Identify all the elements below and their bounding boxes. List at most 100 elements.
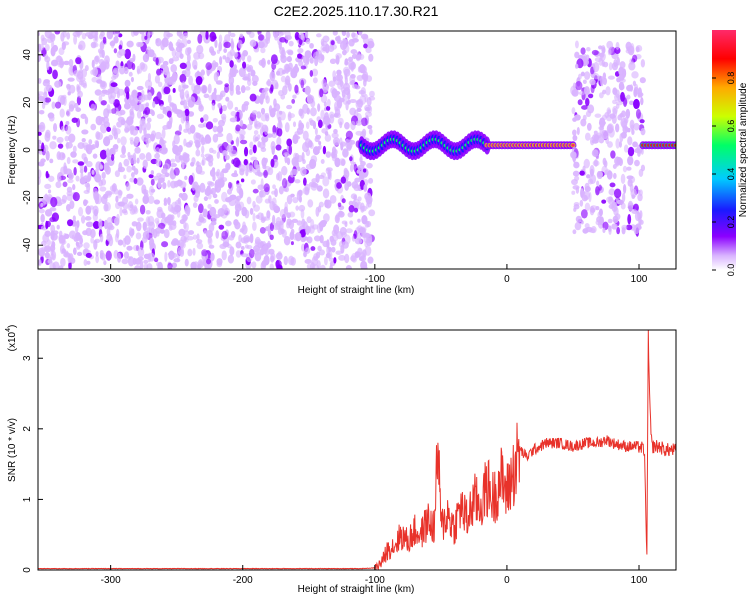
heatmap-cell [143, 253, 151, 260]
heatmap-cell [208, 181, 215, 187]
heatmap-cell [202, 208, 208, 218]
heatmap-cell [364, 245, 372, 256]
spectrogram-y-label: Frequency (Hz) [7, 116, 18, 185]
heatmap-cell [158, 222, 166, 230]
heatmap-cell [80, 215, 86, 224]
heatmap-cell [267, 167, 274, 176]
heatmap-cell [226, 132, 233, 143]
heatmap-cell [368, 177, 374, 184]
heatmap-cell [325, 151, 332, 158]
heatmap-cell [633, 122, 640, 131]
heatmap-cell [86, 206, 92, 215]
heatmap-cell [350, 120, 356, 131]
heatmap-cell [325, 105, 331, 111]
heatmap-cell [300, 209, 305, 219]
heatmap-cell [170, 162, 177, 168]
heatmap-cell [239, 119, 244, 127]
heatmap-cell [209, 169, 216, 177]
heatmap-cell [626, 175, 634, 180]
heatmap-cell [211, 214, 218, 223]
heatmap-cell [364, 220, 370, 228]
heatmap-cell [228, 198, 236, 207]
heatmap-cell [168, 225, 173, 231]
heatmap-cell [616, 56, 620, 66]
heatmap-cell [266, 133, 273, 138]
heatmap-cell [584, 202, 591, 212]
heatmap-cell [100, 31, 105, 37]
heatmap-cell [191, 157, 196, 165]
heatmap-cell [305, 163, 314, 170]
heatmap-cell [163, 201, 168, 206]
heatmap-cell [83, 165, 88, 173]
heatmap-cell [98, 218, 103, 229]
heatmap-cell [95, 115, 103, 126]
heatmap-cell [283, 63, 291, 73]
heatmap-cell [594, 113, 602, 118]
heatmap-cell [572, 170, 580, 177]
heatmap-cell [175, 50, 183, 58]
heatmap-cell [50, 230, 55, 241]
heatmap-cell [210, 252, 215, 262]
heatmap-cell [72, 145, 77, 153]
heatmap-cell [578, 91, 586, 96]
heatmap-cell [130, 31, 136, 37]
heatmap-cell [611, 223, 618, 230]
heatmap-cell [184, 108, 190, 117]
heatmap-cell [205, 31, 209, 40]
heatmap-cell [238, 164, 246, 173]
heatmap-cell [49, 158, 54, 164]
heatmap-cell [103, 260, 107, 266]
heatmap-cell [640, 97, 644, 106]
heatmap-cell [183, 236, 187, 244]
heatmap-region-noise-patch [570, 40, 646, 237]
heatmap-cell [631, 128, 635, 136]
heatmap-cell [149, 237, 155, 249]
heatmap-cell [66, 243, 71, 249]
heatmap-cell [318, 249, 325, 256]
heatmap-cell [325, 167, 331, 175]
heatmap-cell [286, 49, 294, 54]
heatmap-cell [260, 47, 266, 54]
heatmap-cell [158, 147, 166, 154]
heatmap-cell [610, 150, 616, 159]
heatmap-cell [329, 194, 337, 204]
heatmap-cell [605, 86, 611, 96]
heatmap-cell [76, 83, 80, 93]
heatmap-cell [238, 187, 243, 196]
heatmap-cell [46, 60, 50, 71]
heatmap-cell [254, 241, 262, 247]
heatmap-cell [338, 97, 345, 103]
heatmap-cell [38, 53, 42, 63]
heatmap-cell [634, 159, 640, 167]
heatmap-cell [110, 40, 115, 49]
heatmap-cell [212, 193, 218, 199]
heatmap-cell [348, 204, 355, 213]
heatmap-cell [98, 59, 105, 65]
heatmap-cell [368, 209, 376, 217]
heatmap-cell [152, 52, 157, 61]
heatmap-cell [227, 100, 234, 110]
heatmap-cell [265, 31, 271, 41]
heatmap-cell [640, 148, 644, 155]
heatmap-cell [148, 252, 155, 262]
heatmap-cell [632, 141, 638, 148]
heatmap-cell [212, 133, 219, 143]
heatmap-cell [207, 193, 212, 200]
heatmap-cell [329, 58, 337, 65]
heatmap-cell [227, 254, 234, 264]
heatmap-cell [222, 150, 228, 156]
heatmap-cell [613, 188, 622, 199]
heatmap-cell [38, 121, 46, 133]
heatmap-cell [309, 70, 314, 77]
heatmap-cell [106, 222, 114, 230]
heatmap-cell [91, 169, 95, 175]
heatmap-cell [137, 103, 145, 112]
heatmap-cell [146, 117, 152, 123]
heatmap-cell [183, 128, 189, 133]
heatmap-cell [362, 264, 368, 269]
heatmap-cell [592, 73, 600, 80]
heatmap-cell [214, 62, 219, 68]
heatmap-cell [188, 96, 196, 105]
heatmap-cell [89, 228, 96, 239]
heatmap-cell [295, 205, 299, 211]
